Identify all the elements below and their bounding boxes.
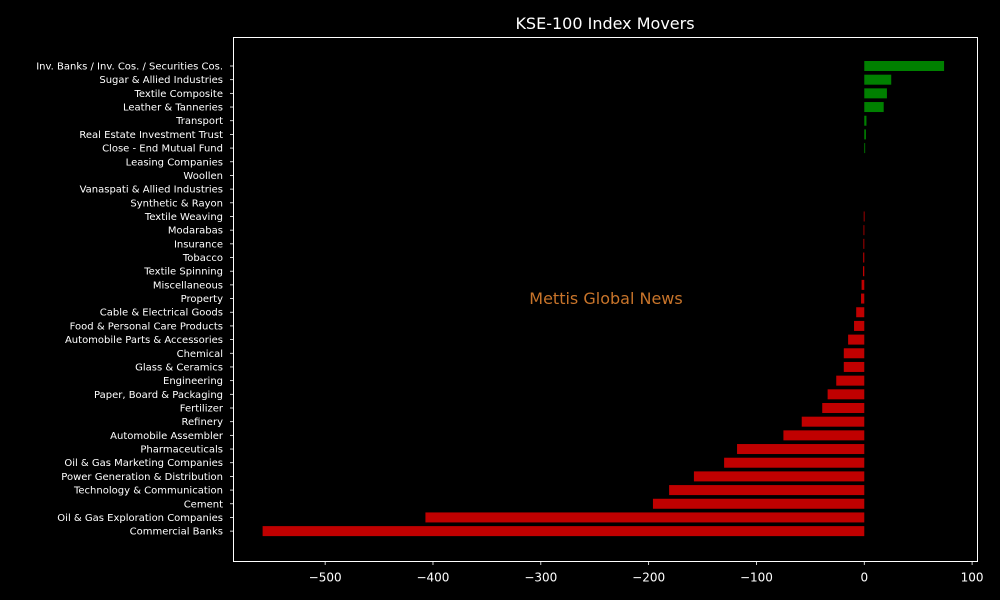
y-tick-label: Sugar & Allied Industries xyxy=(99,75,223,86)
bar xyxy=(864,61,945,71)
bar xyxy=(801,416,865,427)
bar xyxy=(737,444,865,455)
bar xyxy=(669,485,865,496)
y-tick-label: Tobacco xyxy=(182,253,223,264)
x-tick-label: 0 xyxy=(860,571,868,585)
y-tick-label: Textile Weaving xyxy=(144,212,223,223)
bar xyxy=(863,225,865,236)
bar xyxy=(822,403,865,413)
y-tick-label: Automobile Parts & Accessories xyxy=(65,335,223,346)
axes-frame xyxy=(233,37,978,562)
bar xyxy=(864,88,887,99)
y-tick-label: Textile Spinning xyxy=(143,267,223,278)
x-tick-label: −300 xyxy=(524,571,557,585)
y-tick-label: Woollen xyxy=(183,171,223,182)
x-tick-label: −100 xyxy=(740,571,773,585)
y-tick-label: Oil & Gas Marketing Companies xyxy=(64,458,223,469)
y-tick-label: Chemical xyxy=(177,349,223,360)
bar xyxy=(864,74,892,85)
bar xyxy=(863,211,865,222)
bar xyxy=(827,389,865,400)
y-tick-label: Leather & Tanneries xyxy=(123,103,223,114)
y-tick-label: Vanaspati & Allied Industries xyxy=(80,185,223,196)
bar xyxy=(843,361,865,372)
y-tick-label: Food & Personal Care Products xyxy=(70,321,223,332)
y-axis: Inv. Banks / Inv. Cos. / Securities Cos.… xyxy=(36,62,234,538)
x-tick-label: 100 xyxy=(961,571,984,585)
bar xyxy=(836,375,865,386)
bar xyxy=(693,471,865,482)
y-tick-label: Property xyxy=(181,294,223,305)
y-tick-label: Oil & Gas Exploration Companies xyxy=(57,513,223,524)
y-tick-label: Cable & Electrical Goods xyxy=(100,308,223,319)
y-tick-label: Fertilizer xyxy=(180,404,224,415)
watermark: Mettis Global News xyxy=(529,289,682,308)
bar xyxy=(861,279,865,290)
bar xyxy=(262,526,865,537)
y-tick-label: Real Estate Investment Trust xyxy=(79,130,223,141)
bar xyxy=(848,334,865,345)
y-tick-label: Pharmaceuticals xyxy=(140,445,223,456)
bar xyxy=(724,457,865,468)
y-tick-label: Refinery xyxy=(182,417,224,428)
bar xyxy=(862,266,865,277)
y-tick-label: Miscellaneous xyxy=(153,280,223,291)
y-tick-label: Transport xyxy=(175,116,223,127)
bar xyxy=(843,348,865,359)
bar xyxy=(425,512,865,523)
y-tick-label: Inv. Banks / Inv. Cos. / Securities Cos. xyxy=(36,62,223,73)
y-tick-label: Power Generation & Distribution xyxy=(61,472,223,483)
bar xyxy=(863,238,865,249)
y-tick-label: Close - End Mutual Fund xyxy=(102,144,223,155)
bar xyxy=(783,430,865,441)
bar xyxy=(864,143,866,154)
y-tick-label: Paper, Board & Packaging xyxy=(94,390,223,401)
x-axis: −500 −400 −300 −200 −100 0 100 xyxy=(309,561,984,585)
y-tick-label: Technology & Communication xyxy=(73,486,223,497)
y-tick-label: Cement xyxy=(184,499,223,510)
x-tick-label: −500 xyxy=(309,571,342,585)
bar xyxy=(854,320,865,331)
bar xyxy=(863,252,865,263)
y-tick-label: Insurance xyxy=(174,239,223,250)
y-tick-label: Automobile Assembler xyxy=(110,431,224,442)
bar xyxy=(864,115,867,126)
chart-title: KSE-100 Index Movers xyxy=(515,14,694,33)
bar xyxy=(861,293,865,304)
y-tick-label: Textile Composite xyxy=(134,89,223,100)
bar xyxy=(864,102,884,113)
bar xyxy=(864,129,866,140)
y-tick-label: Modarabas xyxy=(168,226,223,237)
y-tick-label: Leasing Companies xyxy=(126,157,223,168)
y-tick-label: Synthetic & Rayon xyxy=(130,198,223,209)
y-tick-label: Glass & Ceramics xyxy=(135,362,223,373)
bar xyxy=(652,498,865,509)
x-tick-label: −400 xyxy=(416,571,449,585)
x-tick-label: −200 xyxy=(632,571,665,585)
y-tick-label: Commercial Banks xyxy=(130,527,223,538)
bar xyxy=(856,307,865,318)
y-tick-label: Engineering xyxy=(163,376,223,387)
bars-layer xyxy=(262,61,945,537)
